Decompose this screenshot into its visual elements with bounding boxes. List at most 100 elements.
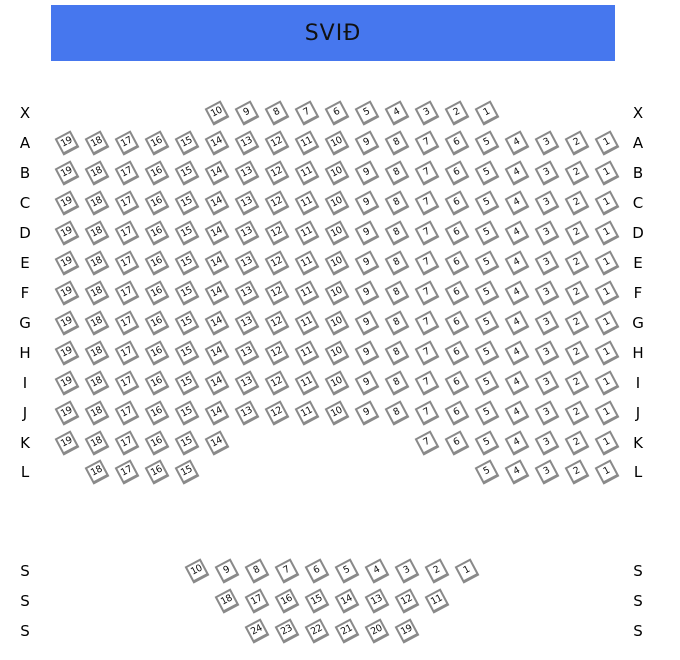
seat-f-10[interactable]: 10 — [324, 280, 350, 306]
seat-g-13[interactable]: 13 — [234, 310, 260, 336]
seat-f-3[interactable]: 3 — [534, 280, 560, 306]
seat-e-18[interactable]: 18 — [84, 250, 110, 276]
seat-a-18[interactable]: 18 — [84, 130, 110, 156]
seat-c-1[interactable]: 1 — [594, 190, 620, 216]
seat-d-17[interactable]: 17 — [114, 220, 140, 246]
seat-h-15[interactable]: 15 — [174, 340, 200, 366]
seat-e-17[interactable]: 17 — [114, 250, 140, 276]
seat-i-6[interactable]: 6 — [444, 370, 470, 396]
seat-i-15[interactable]: 15 — [174, 370, 200, 396]
seat-k-6[interactable]: 6 — [444, 430, 470, 456]
seat-c-13[interactable]: 13 — [234, 190, 260, 216]
seat-b-16[interactable]: 16 — [144, 160, 170, 186]
seat-i-12[interactable]: 12 — [264, 370, 290, 396]
seat-s-20[interactable]: 20 — [364, 618, 390, 644]
seat-c-19[interactable]: 19 — [54, 190, 80, 216]
seat-d-13[interactable]: 13 — [234, 220, 260, 246]
seat-s-24[interactable]: 24 — [244, 618, 270, 644]
seat-b-18[interactable]: 18 — [84, 160, 110, 186]
seat-x-1[interactable]: 1 — [474, 100, 500, 126]
seat-s-8[interactable]: 8 — [244, 558, 270, 584]
seat-b-3[interactable]: 3 — [534, 160, 560, 186]
seat-c-14[interactable]: 14 — [204, 190, 230, 216]
seat-i-18[interactable]: 18 — [84, 370, 110, 396]
seat-h-11[interactable]: 11 — [294, 340, 320, 366]
seat-e-13[interactable]: 13 — [234, 250, 260, 276]
seat-a-9[interactable]: 9 — [354, 130, 380, 156]
seat-j-18[interactable]: 18 — [84, 400, 110, 426]
seat-h-5[interactable]: 5 — [474, 340, 500, 366]
seat-j-4[interactable]: 4 — [504, 400, 530, 426]
seat-g-10[interactable]: 10 — [324, 310, 350, 336]
seat-l-2[interactable]: 2 — [564, 459, 590, 485]
seat-g-6[interactable]: 6 — [444, 310, 470, 336]
seat-b-14[interactable]: 14 — [204, 160, 230, 186]
seat-k-18[interactable]: 18 — [84, 430, 110, 456]
seat-s-1[interactable]: 1 — [454, 558, 480, 584]
seat-s-17[interactable]: 17 — [244, 588, 270, 614]
seat-d-14[interactable]: 14 — [204, 220, 230, 246]
seat-e-15[interactable]: 15 — [174, 250, 200, 276]
seat-h-3[interactable]: 3 — [534, 340, 560, 366]
seat-l-16[interactable]: 16 — [144, 459, 170, 485]
seat-l-17[interactable]: 17 — [114, 459, 140, 485]
seat-h-4[interactable]: 4 — [504, 340, 530, 366]
seat-s-19[interactable]: 19 — [394, 618, 420, 644]
seat-x-5[interactable]: 5 — [354, 100, 380, 126]
seat-a-6[interactable]: 6 — [444, 130, 470, 156]
seat-l-5[interactable]: 5 — [474, 459, 500, 485]
seat-e-8[interactable]: 8 — [384, 250, 410, 276]
seat-f-16[interactable]: 16 — [144, 280, 170, 306]
seat-l-3[interactable]: 3 — [534, 459, 560, 485]
seat-b-6[interactable]: 6 — [444, 160, 470, 186]
seat-g-16[interactable]: 16 — [144, 310, 170, 336]
seat-g-12[interactable]: 12 — [264, 310, 290, 336]
seat-e-6[interactable]: 6 — [444, 250, 470, 276]
seat-x-4[interactable]: 4 — [384, 100, 410, 126]
seat-j-3[interactable]: 3 — [534, 400, 560, 426]
seat-i-19[interactable]: 19 — [54, 370, 80, 396]
seat-h-2[interactable]: 2 — [564, 340, 590, 366]
seat-g-2[interactable]: 2 — [564, 310, 590, 336]
seat-c-12[interactable]: 12 — [264, 190, 290, 216]
seat-x-2[interactable]: 2 — [444, 100, 470, 126]
seat-k-16[interactable]: 16 — [144, 430, 170, 456]
seat-f-1[interactable]: 1 — [594, 280, 620, 306]
seat-i-1[interactable]: 1 — [594, 370, 620, 396]
seat-i-10[interactable]: 10 — [324, 370, 350, 396]
seat-j-11[interactable]: 11 — [294, 400, 320, 426]
seat-j-9[interactable]: 9 — [354, 400, 380, 426]
seat-h-10[interactable]: 10 — [324, 340, 350, 366]
seat-s-12[interactable]: 12 — [394, 588, 420, 614]
seat-d-1[interactable]: 1 — [594, 220, 620, 246]
seat-f-6[interactable]: 6 — [444, 280, 470, 306]
seat-i-17[interactable]: 17 — [114, 370, 140, 396]
seat-i-2[interactable]: 2 — [564, 370, 590, 396]
seat-a-14[interactable]: 14 — [204, 130, 230, 156]
seat-k-5[interactable]: 5 — [474, 430, 500, 456]
seat-d-4[interactable]: 4 — [504, 220, 530, 246]
seat-a-2[interactable]: 2 — [564, 130, 590, 156]
seat-a-10[interactable]: 10 — [324, 130, 350, 156]
seat-b-12[interactable]: 12 — [264, 160, 290, 186]
seat-k-1[interactable]: 1 — [594, 430, 620, 456]
seat-d-8[interactable]: 8 — [384, 220, 410, 246]
seat-d-2[interactable]: 2 — [564, 220, 590, 246]
seat-d-15[interactable]: 15 — [174, 220, 200, 246]
seat-g-14[interactable]: 14 — [204, 310, 230, 336]
seat-f-5[interactable]: 5 — [474, 280, 500, 306]
seat-g-11[interactable]: 11 — [294, 310, 320, 336]
seat-e-4[interactable]: 4 — [504, 250, 530, 276]
seat-b-17[interactable]: 17 — [114, 160, 140, 186]
seat-k-2[interactable]: 2 — [564, 430, 590, 456]
seat-i-4[interactable]: 4 — [504, 370, 530, 396]
seat-x-3[interactable]: 3 — [414, 100, 440, 126]
seat-d-6[interactable]: 6 — [444, 220, 470, 246]
seat-e-10[interactable]: 10 — [324, 250, 350, 276]
seat-s-18[interactable]: 18 — [214, 588, 240, 614]
seat-e-12[interactable]: 12 — [264, 250, 290, 276]
seat-s-13[interactable]: 13 — [364, 588, 390, 614]
seat-d-18[interactable]: 18 — [84, 220, 110, 246]
seat-k-17[interactable]: 17 — [114, 430, 140, 456]
seat-s-6[interactable]: 6 — [304, 558, 330, 584]
